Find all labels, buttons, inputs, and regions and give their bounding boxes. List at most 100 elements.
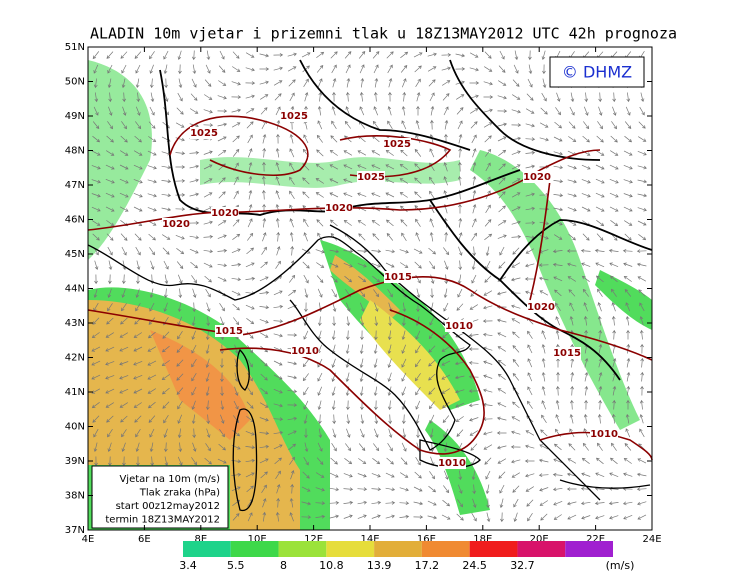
wind-arrow: [287, 430, 297, 436]
wind-arrow: [598, 385, 603, 396]
wind-arrow: [203, 150, 213, 155]
wind-arrow: [511, 150, 521, 155]
wind-arrow: [289, 133, 294, 144]
wind-arrow: [246, 318, 255, 325]
wind-arrow: [472, 204, 477, 214]
wind-arrow: [360, 77, 365, 88]
wind-arrow: [120, 415, 128, 423]
wind-arrow: [175, 179, 186, 183]
wind-arrow: [457, 499, 463, 508]
wind-arrow: [441, 331, 450, 339]
wind-arrow: [385, 178, 395, 184]
wind-arrow: [91, 346, 101, 352]
wind-arrow: [584, 357, 589, 368]
wind-arrow: [374, 414, 379, 425]
wind-arrow: [177, 331, 183, 340]
wind-arrow: [203, 123, 214, 127]
wind-arrow: [555, 302, 561, 311]
wind-arrow: [514, 50, 519, 61]
isobar-label: 1010: [438, 458, 466, 469]
wind-arrow: [468, 403, 479, 408]
wind-arrow: [218, 65, 226, 73]
wind-arrow: [581, 193, 591, 198]
wind-arrow: [246, 485, 254, 493]
wind-arrow: [177, 456, 183, 466]
wind-arrow: [329, 150, 338, 156]
wind-arrow: [287, 375, 298, 380]
wind-arrow: [371, 262, 381, 268]
wind-arrow: [609, 206, 619, 212]
wind-arrow: [91, 179, 101, 184]
wind-arrow: [357, 249, 368, 254]
wind-arrow: [581, 275, 590, 282]
colorbar-level: 3.4: [179, 559, 197, 572]
wind-arrow: [454, 375, 465, 380]
wind-arrow: [260, 94, 269, 100]
wind-arrow: [414, 163, 422, 171]
wind-arrow: [135, 288, 140, 298]
wind-arrow: [566, 249, 577, 253]
wind-arrow: [428, 373, 436, 381]
wind-arrow: [357, 150, 367, 156]
wind-arrow: [276, 231, 281, 242]
legend-line: Tlak zraka (hPa): [139, 488, 220, 499]
wind-arrow: [399, 205, 408, 213]
wind-arrow: [541, 92, 547, 102]
isobar-label-bg: [291, 345, 319, 357]
wind-arrow: [415, 232, 421, 242]
wind-arrow: [385, 487, 396, 492]
wind-arrow: [471, 260, 476, 271]
copyright-box: [549, 56, 645, 88]
wind-arrow: [357, 220, 366, 226]
isobar-label-bg: [438, 457, 466, 469]
wind-arrow: [304, 428, 308, 439]
wind-arrow: [539, 290, 549, 296]
wind-arrow: [597, 288, 603, 297]
wind-arrow: [385, 262, 395, 268]
wind-arrow: [553, 179, 564, 184]
wind-arrow: [273, 53, 284, 57]
wind-arrow: [554, 289, 562, 297]
wind-arrow: [542, 64, 546, 75]
wind-arrow: [135, 78, 140, 89]
wind-arrow: [595, 275, 604, 283]
wind-arrow: [247, 345, 253, 354]
wind-arrow: [387, 443, 393, 452]
isobar-label-bg: [384, 271, 412, 283]
wind-arrow: [539, 122, 549, 128]
wind-arrow: [612, 385, 617, 396]
wind-arrow: [427, 66, 437, 72]
wind-arrow: [203, 234, 214, 239]
wind-arrow: [428, 485, 437, 493]
wind-arrow: [316, 51, 325, 58]
wind-arrow: [161, 207, 172, 212]
isobar-label-bg: [383, 138, 411, 150]
wind-arrow: [512, 94, 521, 100]
wind-arrow: [623, 179, 633, 184]
wind-arrow: [582, 442, 589, 451]
title: ALADIN 10m vjetar i prizemni tlak u 18Z1…: [90, 25, 677, 43]
wind-arrow: [525, 444, 535, 449]
wind-arrow: [231, 95, 242, 99]
wind-arrow: [289, 274, 296, 283]
wind-arrow: [373, 386, 378, 397]
wind-arrow: [373, 106, 379, 116]
wind-arrow: [443, 247, 450, 256]
wind-arrow: [485, 246, 490, 257]
wind-arrow: [512, 331, 520, 339]
wind-arrow: [413, 52, 423, 58]
wind-arrow: [163, 428, 168, 438]
wind-arrow: [612, 329, 617, 340]
lat-label: 50N: [65, 77, 85, 88]
wind-arrow: [343, 473, 353, 478]
wind-arrow: [92, 317, 100, 325]
wind-arrow: [496, 416, 507, 421]
wind-arrow: [639, 428, 645, 438]
wind-arrow: [373, 443, 380, 452]
wind-arrow: [428, 79, 436, 87]
wind-arrow: [204, 94, 213, 100]
wind-arrow: [623, 193, 633, 198]
colorbar-level: 13.9: [367, 559, 392, 572]
wind-arrow: [149, 51, 155, 60]
wind-arrow: [484, 219, 492, 227]
